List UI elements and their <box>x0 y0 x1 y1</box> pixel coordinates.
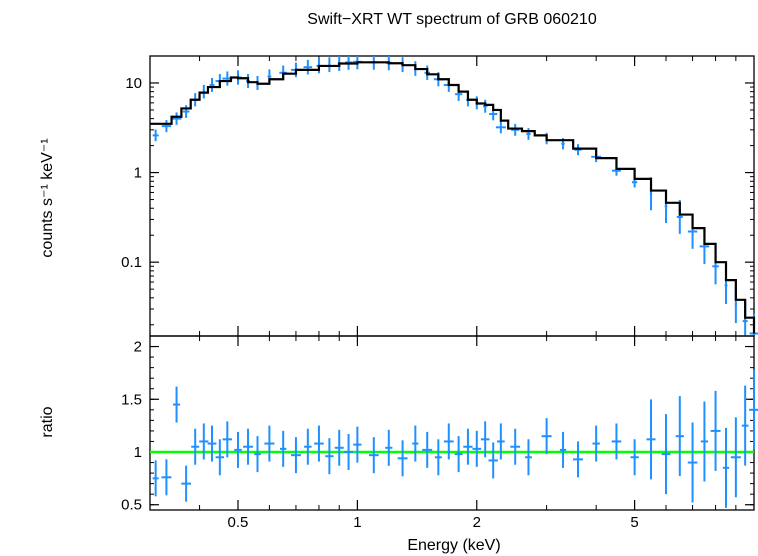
ratio-data-point <box>592 425 600 462</box>
bottom-panel-y-axis-label: ratio <box>39 406 56 437</box>
ratio-tick-label: 1 <box>134 444 142 461</box>
ratio-data-point <box>443 423 454 460</box>
x-tick-label: 5 <box>630 514 638 531</box>
ratio-data-point <box>573 441 583 478</box>
spectrum-data-point <box>152 129 159 142</box>
spectrum-data-point <box>161 120 172 133</box>
spectrum-data-point <box>526 128 531 140</box>
ratio-data-point <box>344 434 354 470</box>
spectrum-data-point <box>495 121 506 134</box>
ratio-data-point <box>385 429 393 466</box>
ratio-data-point <box>700 401 709 482</box>
ratio-data-point <box>173 386 181 423</box>
ratio-data-point <box>480 421 490 458</box>
ratio-data-point <box>397 440 408 477</box>
ratio-tick-label: 1.5 <box>121 391 142 408</box>
spectrum-data-point <box>482 99 488 113</box>
ratio-data-point <box>434 439 442 476</box>
ratio-data-point <box>181 465 191 502</box>
x-tick-label: 2 <box>473 514 481 531</box>
ratio-data-point <box>722 427 730 508</box>
ratio-data-point <box>541 418 552 455</box>
ratio-data-point <box>510 428 521 465</box>
ratio-data-point <box>741 385 749 466</box>
x-tick-label: 0.5 <box>228 514 249 531</box>
spectrum-data-point <box>303 59 313 75</box>
y-tick-label: 0.1 <box>121 254 142 271</box>
ratio-data-point <box>730 417 741 498</box>
ratio-data-point <box>264 425 275 462</box>
ratio-data-point <box>488 442 498 479</box>
spectrum-data-point <box>182 105 190 118</box>
ratio-data-point <box>749 369 758 450</box>
ratio-data-point <box>304 428 312 465</box>
y-tick-label: 1 <box>134 165 142 182</box>
ratio-data-point <box>222 421 233 458</box>
ratio-data-point <box>710 390 721 471</box>
top-panel-y-axis-label: counts s⁻¹ keV⁻¹ <box>39 138 56 257</box>
ratio-data-point <box>472 430 482 467</box>
ratio-tick-label: 2 <box>134 339 142 356</box>
ratio-data-point <box>291 437 301 474</box>
ratio-data-point <box>646 399 656 480</box>
ratio-data-point <box>368 437 379 474</box>
ratio-data-point <box>496 423 505 460</box>
x-axis-label: Energy (keV) <box>407 537 500 554</box>
ratio-data-point <box>454 436 463 473</box>
x-tick-label: 1 <box>353 514 361 531</box>
ratio-data-point <box>152 460 159 497</box>
chart-title: Swift−XRT WT spectrum of GRB 060210 <box>307 11 597 28</box>
ratio-data-point <box>422 431 433 468</box>
spectrum-panel: 0.1 1 10 <box>121 55 758 337</box>
ratio-data-point <box>199 423 209 460</box>
ratio-data-point <box>353 426 362 463</box>
ratio-data-point <box>279 430 287 467</box>
ratio-data-point <box>687 422 698 503</box>
ratio-data-point <box>207 425 217 462</box>
ratio-data-point <box>334 429 344 466</box>
ratio-tick-label: 0.5 <box>121 497 142 514</box>
spectrum-data-point <box>209 78 215 92</box>
ratio-data-point <box>325 438 334 475</box>
y-tick-label: 10 <box>125 75 142 92</box>
model-line <box>150 61 756 334</box>
ratio-data-point <box>314 425 324 462</box>
spectrum-data-point <box>328 57 331 73</box>
ratio-data-point <box>630 439 639 476</box>
ratio-data-point <box>234 431 242 468</box>
ratio-data-point <box>161 459 172 496</box>
ratio-data-point <box>254 436 261 473</box>
ratio-data-point <box>661 414 671 495</box>
ratio-data-point <box>412 425 419 462</box>
ratio-data-point <box>463 428 473 465</box>
ratio-data-point <box>191 428 200 465</box>
ratio-frame <box>149 335 755 511</box>
ratio-data-point <box>675 396 684 477</box>
spectrum-data-point <box>171 112 182 125</box>
ratio-panel: 0.5 1 2 5 0.5 1 1.5 2 <box>121 335 758 531</box>
ratio-data-point <box>243 428 253 465</box>
ratio-data-point <box>215 439 225 476</box>
ratio-data-point <box>559 431 567 468</box>
spectrum-data-point <box>511 123 520 136</box>
ratio-data-point <box>525 439 532 476</box>
ratio-data-point <box>611 423 622 460</box>
spectrum-frame <box>149 55 755 337</box>
